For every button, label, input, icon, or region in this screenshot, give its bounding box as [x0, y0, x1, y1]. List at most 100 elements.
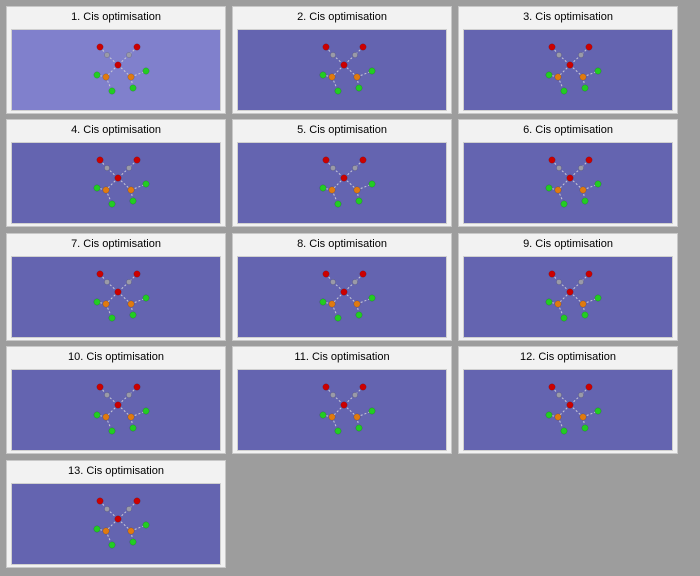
oxygen-atom	[548, 383, 556, 391]
orange-atom	[328, 300, 336, 308]
orange-atom	[127, 73, 135, 81]
carbon-atom	[556, 279, 562, 285]
green-atom	[594, 180, 602, 188]
bond	[557, 291, 571, 305]
orange-atom	[102, 527, 110, 535]
oxygen-atom	[114, 174, 122, 182]
orange-atom	[579, 186, 587, 194]
molecule-graphic	[319, 43, 376, 95]
thumbnail-tile-7[interactable]: 7. Cis optimisation	[6, 233, 226, 341]
thumbnail-tile-2[interactable]: 2. Cis optimisation	[232, 6, 452, 114]
bond	[105, 518, 119, 532]
orange-atom	[353, 300, 361, 308]
oxygen-atom	[585, 43, 593, 51]
orange-atom	[554, 300, 562, 308]
thumbnail-title: 5. Cis optimisation	[297, 124, 387, 136]
molecule-view[interactable]	[237, 369, 447, 451]
molecule-view[interactable]	[11, 142, 221, 224]
green-atom	[368, 180, 376, 188]
carbon-atom	[578, 165, 584, 171]
thumbnail-title: 9. Cis optimisation	[523, 238, 613, 250]
oxygen-atom	[359, 270, 367, 278]
orange-atom	[554, 413, 562, 421]
green-atom	[581, 197, 589, 205]
molecule-graphic	[93, 156, 150, 208]
molecule-view[interactable]	[11, 29, 221, 111]
oxygen-atom	[566, 401, 574, 409]
thumbnail-tile-6[interactable]: 6. Cis optimisation	[458, 119, 678, 227]
orange-atom	[554, 186, 562, 194]
carbon-atom	[126, 52, 132, 58]
green-atom	[142, 180, 150, 188]
thumbnail-tile-12[interactable]: 12. Cis optimisation	[458, 346, 678, 454]
green-atom	[334, 200, 342, 208]
molecule-view[interactable]	[11, 483, 221, 565]
oxygen-atom	[133, 497, 141, 505]
bond	[331, 177, 345, 191]
green-atom	[129, 538, 137, 546]
molecule-view[interactable]	[463, 369, 673, 451]
carbon-atom	[578, 52, 584, 58]
oxygen-atom	[566, 174, 574, 182]
molecule-view[interactable]	[463, 29, 673, 111]
oxygen-atom	[566, 61, 574, 69]
molecule-graphic	[93, 43, 150, 95]
molecule-graphic	[545, 383, 602, 435]
molecule-graphic	[319, 270, 376, 322]
molecule-view[interactable]	[11, 369, 221, 451]
thumbnail-tile-4[interactable]: 4. Cis optimisation	[6, 119, 226, 227]
green-atom	[319, 71, 327, 79]
thumbnail-title: 3. Cis optimisation	[523, 11, 613, 23]
thumbnail-tile-5[interactable]: 5. Cis optimisation	[232, 119, 452, 227]
thumbnail-title: 10. Cis optimisation	[68, 351, 164, 363]
green-atom	[108, 427, 116, 435]
bond	[557, 177, 571, 191]
molecule-graphic	[319, 156, 376, 208]
oxygen-atom	[340, 61, 348, 69]
oxygen-atom	[340, 288, 348, 296]
thumbnail-tile-11[interactable]: 11. Cis optimisation	[232, 346, 452, 454]
molecule-view[interactable]	[237, 142, 447, 224]
molecule-view[interactable]	[11, 256, 221, 338]
oxygen-atom	[96, 383, 104, 391]
carbon-atom	[126, 279, 132, 285]
orange-atom	[579, 413, 587, 421]
molecule-view[interactable]	[237, 256, 447, 338]
carbon-atom	[578, 392, 584, 398]
orange-atom	[127, 186, 135, 194]
carbon-atom	[556, 392, 562, 398]
orange-atom	[554, 73, 562, 81]
thumbnail-tile-1[interactable]: 1. Cis optimisation	[6, 6, 226, 114]
thumbnail-tile-10[interactable]: 10. Cis optimisation	[6, 346, 226, 454]
green-atom	[545, 184, 553, 192]
bond	[105, 291, 119, 305]
thumbnail-title: 6. Cis optimisation	[523, 124, 613, 136]
oxygen-atom	[585, 156, 593, 164]
green-atom	[129, 197, 137, 205]
thumbnail-title: 2. Cis optimisation	[297, 11, 387, 23]
green-atom	[142, 67, 150, 75]
molecule-view[interactable]	[463, 142, 673, 224]
thumbnail-title: 7. Cis optimisation	[71, 238, 161, 250]
green-atom	[545, 298, 553, 306]
thumbnail-tile-3[interactable]: 3. Cis optimisation	[458, 6, 678, 114]
orange-atom	[102, 300, 110, 308]
green-atom	[129, 424, 137, 432]
thumbnail-tile-13[interactable]: 13. Cis optimisation	[6, 460, 226, 568]
bond	[569, 177, 584, 191]
oxygen-atom	[133, 43, 141, 51]
green-atom	[142, 521, 150, 529]
green-atom	[108, 87, 116, 95]
molecule-view[interactable]	[237, 29, 447, 111]
molecule-view[interactable]	[463, 256, 673, 338]
green-atom	[594, 67, 602, 75]
carbon-atom	[352, 165, 358, 171]
bond	[117, 404, 132, 418]
thumbnail-tile-9[interactable]: 9. Cis optimisation	[458, 233, 678, 341]
oxygen-atom	[548, 156, 556, 164]
thumbnail-tile-8[interactable]: 8. Cis optimisation	[232, 233, 452, 341]
oxygen-atom	[359, 383, 367, 391]
oxygen-atom	[340, 401, 348, 409]
oxygen-atom	[114, 61, 122, 69]
